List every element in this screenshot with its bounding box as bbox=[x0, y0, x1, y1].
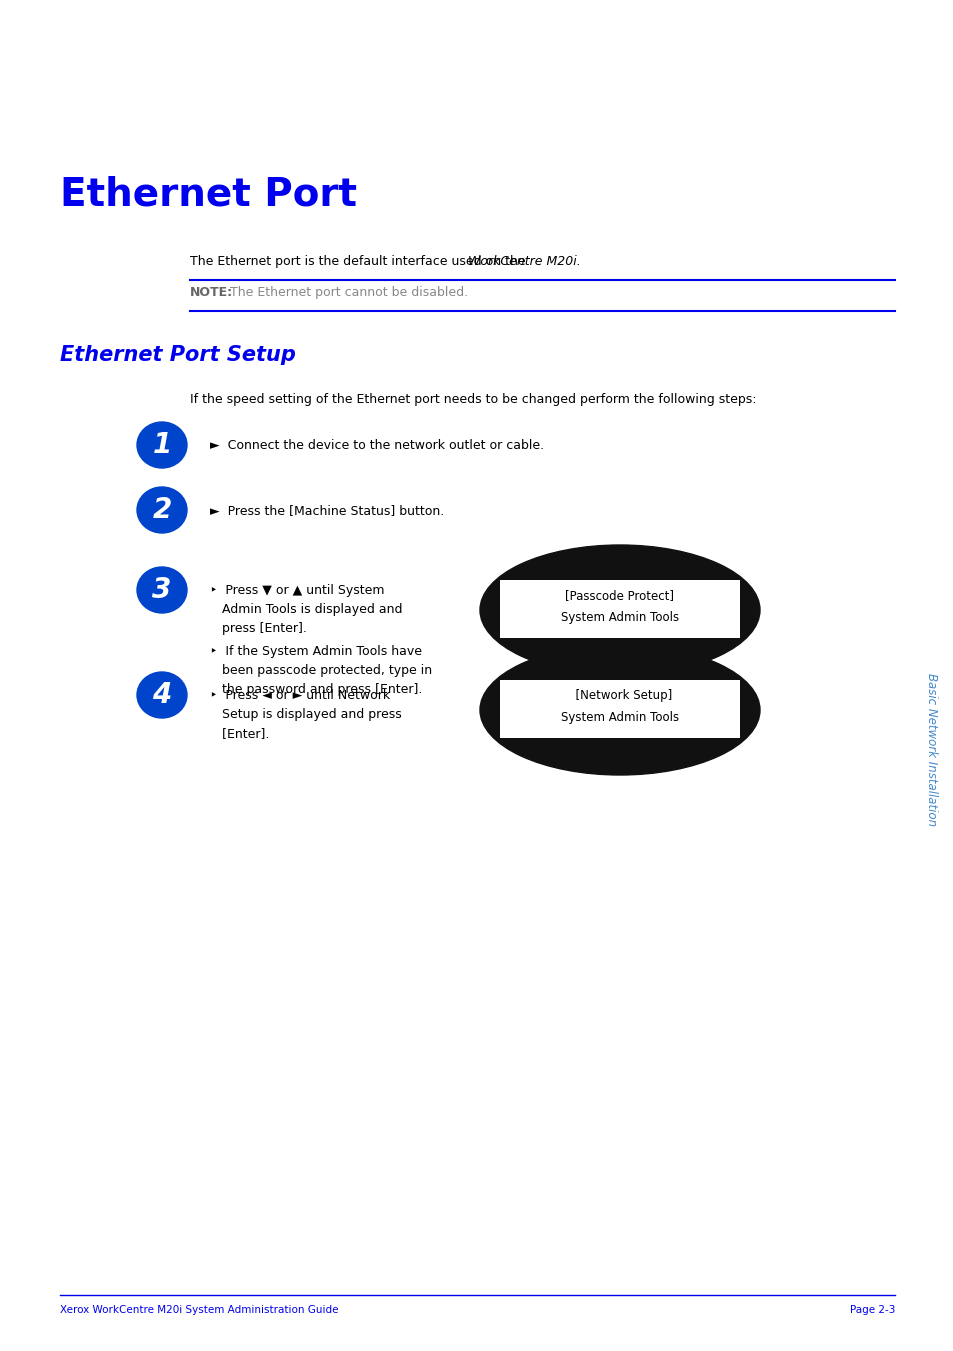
FancyBboxPatch shape bbox=[499, 680, 740, 738]
Text: 1: 1 bbox=[152, 431, 172, 459]
Ellipse shape bbox=[137, 567, 187, 613]
Text: WorkCentre M20i.: WorkCentre M20i. bbox=[467, 255, 579, 267]
Text: Ethernet Port: Ethernet Port bbox=[60, 176, 356, 213]
Text: System Admin Tools: System Admin Tools bbox=[560, 712, 679, 724]
Text: ‣  If the System Admin Tools have
   been passcode protected, type in
   the pas: ‣ If the System Admin Tools have been pa… bbox=[210, 644, 432, 696]
Text: The Ethernet port is the default interface used on the: The Ethernet port is the default interfa… bbox=[190, 255, 529, 267]
Ellipse shape bbox=[479, 644, 760, 775]
Text: 4: 4 bbox=[152, 681, 172, 709]
Ellipse shape bbox=[479, 544, 760, 676]
Ellipse shape bbox=[137, 671, 187, 717]
Text: 2: 2 bbox=[152, 496, 172, 524]
Text: System Admin Tools: System Admin Tools bbox=[560, 612, 679, 624]
Text: The Ethernet port cannot be disabled.: The Ethernet port cannot be disabled. bbox=[226, 286, 468, 299]
Text: [Passcode Protect]: [Passcode Protect] bbox=[565, 589, 674, 603]
Text: 3: 3 bbox=[152, 576, 172, 604]
Text: ‣  Press ◄ or ► until Network
   Setup is displayed and press
   [Enter].: ‣ Press ◄ or ► until Network Setup is di… bbox=[210, 689, 401, 740]
Ellipse shape bbox=[137, 422, 187, 467]
Text: ►  Connect the device to the network outlet or cable.: ► Connect the device to the network outl… bbox=[210, 439, 543, 453]
Text: ‣  Press ▼ or ▲ until System
   Admin Tools is displayed and
   press [Enter].: ‣ Press ▼ or ▲ until System Admin Tools … bbox=[210, 584, 402, 635]
Text: ►  Press the [Machine Status] button.: ► Press the [Machine Status] button. bbox=[210, 504, 444, 517]
Text: Basic Network Installation: Basic Network Installation bbox=[923, 673, 937, 827]
FancyBboxPatch shape bbox=[499, 580, 740, 638]
Text: If the speed setting of the Ethernet port needs to be changed perform the follow: If the speed setting of the Ethernet por… bbox=[190, 393, 756, 407]
Text: Xerox WorkCentre M20i System Administration Guide: Xerox WorkCentre M20i System Administrat… bbox=[60, 1305, 338, 1315]
Text: [Network Setup]: [Network Setup] bbox=[567, 689, 672, 703]
Text: Ethernet Port Setup: Ethernet Port Setup bbox=[60, 345, 295, 365]
Text: NOTE:: NOTE: bbox=[190, 286, 233, 299]
Text: Page 2-3: Page 2-3 bbox=[849, 1305, 894, 1315]
Ellipse shape bbox=[137, 486, 187, 534]
